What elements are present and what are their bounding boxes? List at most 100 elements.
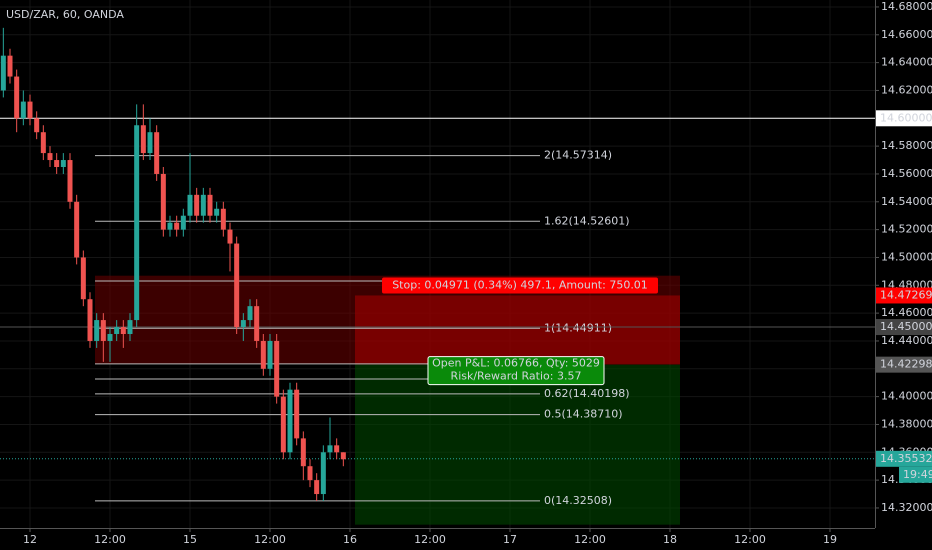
entry-badge	[876, 356, 932, 373]
candle-body	[174, 222, 180, 230]
candle-body	[140, 125, 146, 154]
pnl-label: Open P&L: 0.06766, Qty: 5029	[432, 357, 600, 370]
candle-body	[247, 306, 253, 321]
candle-body	[47, 153, 53, 161]
candle-body	[180, 215, 186, 230]
candle-body	[307, 466, 313, 481]
y-tick-label: 14.50000	[881, 250, 932, 263]
candle-body	[147, 132, 153, 154]
stop-zone	[355, 295, 680, 365]
candle-body	[227, 229, 233, 244]
pnl-label: Risk/Reward Ratio: 3.57	[451, 370, 582, 383]
ref-line-badge	[876, 319, 932, 336]
fib-label: 0.5(14.38710)	[544, 408, 623, 421]
x-tick-label: 19	[823, 533, 837, 546]
horizontal-line-label: 14.60000	[880, 111, 932, 124]
x-tick-label: 12:00	[414, 533, 446, 546]
x-tick-label: 12:00	[94, 533, 126, 546]
y-tick-label: 14.52000	[881, 223, 932, 236]
candle-body	[134, 125, 140, 321]
candle-body	[220, 208, 226, 230]
candle-body	[194, 194, 200, 216]
candle-body	[314, 480, 320, 495]
candle-body	[167, 222, 173, 230]
fib-label: 1.62(14.52601)	[544, 214, 630, 227]
candle-body	[267, 340, 273, 369]
x-tick-label: 12	[23, 533, 37, 546]
candle-body	[74, 201, 80, 258]
last-price-label: 14.35532	[880, 452, 932, 465]
y-tick-label: 14.38000	[881, 417, 932, 430]
x-tick-label: 12:00	[254, 533, 286, 546]
candle-body	[260, 340, 266, 369]
candle-body	[54, 160, 60, 168]
y-tick-label: 14.46000	[881, 306, 932, 319]
candle-body	[300, 438, 306, 467]
candle-body	[274, 340, 280, 397]
entry-label: 14.42298	[880, 358, 932, 371]
fib-label: 1(14.44911)	[544, 321, 612, 334]
candle-body	[214, 208, 220, 216]
x-tick-label: 17	[503, 533, 517, 546]
candle-body	[100, 320, 106, 341]
candle-body	[60, 160, 66, 168]
candle-body	[40, 132, 46, 154]
candle-body	[114, 327, 120, 335]
y-tick-label: 14.64000	[881, 56, 932, 69]
y-tick-label: 14.56000	[881, 167, 932, 180]
candle-body	[7, 55, 13, 77]
countdown-badge	[899, 466, 932, 483]
candle-body	[207, 194, 213, 216]
candle-body	[320, 452, 326, 495]
candle-body	[34, 118, 40, 133]
x-tick-label: 16	[343, 533, 357, 546]
candle-body	[87, 299, 93, 341]
horizontal-line-badge	[876, 110, 932, 127]
y-tick-label: 14.40000	[881, 390, 932, 403]
candle-body	[14, 76, 20, 119]
symbol-title: USD/ZAR, 60, OANDA	[6, 8, 124, 21]
candle-body	[120, 327, 126, 335]
x-tick-label: 18	[663, 533, 677, 546]
ref-line-label: 14.45000	[880, 320, 932, 333]
x-tick-label: 12:00	[734, 533, 766, 546]
countdown-label: 19:49	[903, 468, 932, 481]
candle-body	[294, 389, 300, 439]
y-tick-label: 14.62000	[881, 83, 932, 96]
candle-body	[340, 452, 346, 460]
candle-body	[107, 334, 113, 341]
last-price-badge	[876, 450, 932, 467]
pnl-box	[427, 356, 605, 386]
candle-body	[334, 445, 340, 453]
candle-body	[287, 389, 293, 453]
x-tick-label: 15	[183, 533, 197, 546]
candle-body	[20, 101, 26, 119]
candle-body	[187, 194, 193, 216]
candle-body	[94, 320, 100, 341]
candle-body	[127, 320, 133, 335]
target-zone	[355, 364, 680, 525]
y-tick-label: 14.68000	[881, 0, 932, 13]
x-tick-label: 12:00	[574, 533, 606, 546]
stop-label: Stop: 0.04971 (0.34%) 497.1, Amount: 750…	[392, 278, 648, 291]
fib-label: 0.62(14.40198)	[544, 387, 630, 400]
y-tick-label: 14.66000	[881, 28, 932, 41]
y-tick-label: 14.58000	[881, 139, 932, 152]
fib-label: 0(14.32508)	[544, 494, 612, 507]
candle-body	[27, 101, 33, 119]
candle-body	[200, 194, 206, 216]
candle-body	[234, 243, 240, 328]
y-tick-label: 14.32000	[881, 501, 932, 514]
stop-label: 14.47269	[880, 288, 932, 301]
candle-body	[0, 55, 6, 91]
candle-body	[160, 173, 166, 230]
candle-body	[80, 257, 86, 300]
candle-body	[327, 445, 333, 453]
candle-body	[254, 306, 260, 341]
candle-body	[240, 320, 246, 328]
y-tick-label: 14.54000	[881, 195, 932, 208]
y-tick-label: 14.44000	[881, 334, 932, 347]
stop-badge	[876, 287, 932, 304]
fib-label: 2(14.57314)	[544, 149, 612, 162]
